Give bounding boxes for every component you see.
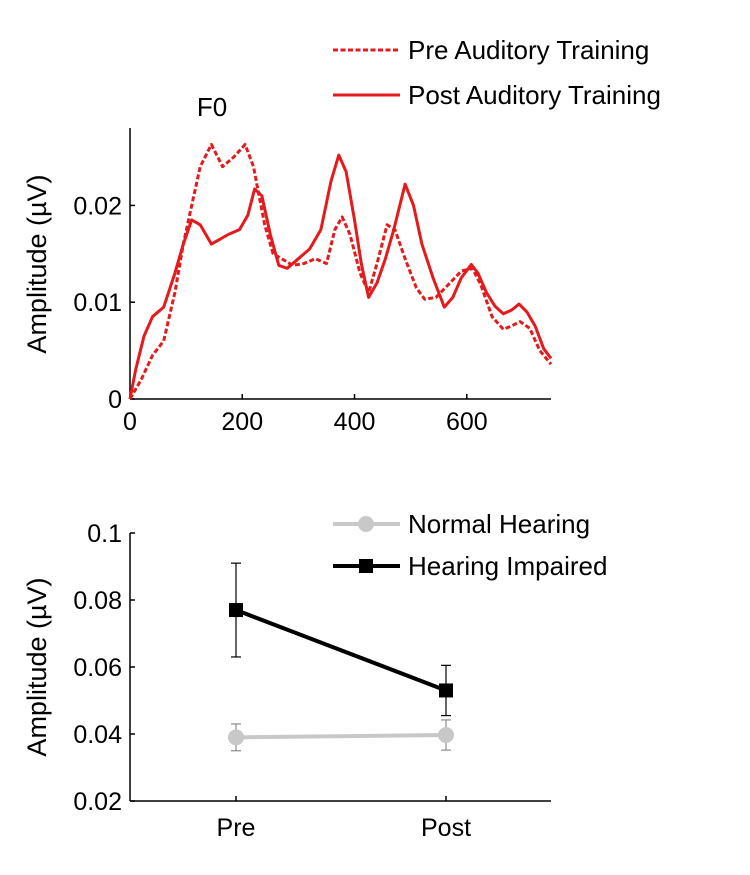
panel1-legend: Pre Auditory Training Post Auditory Trai… [333,35,661,110]
panel2-x-tick-label: Pre [217,814,256,842]
panel1-ticks: 0 200 400 600 0 0.01 0.02 [73,192,487,436]
legend-impaired-marker [359,559,373,573]
panel2-y-tick-label: 0.02 [73,788,122,816]
f0-amplitude-panel: F0 Amplitude (µV) 0 200 400 600 0 0.01 0.02 Pr… [22,35,661,436]
hearing-impaired-line [235,608,447,693]
panel2-series [228,562,454,752]
hearing-impaired-point [439,683,453,698]
panel2-legend: Normal Hearing Hearing Impaired [333,509,607,581]
panel2-ticks: Pre Post 0.02 0.04 0.06 0.08 0.1 [73,520,471,842]
panel1-x-tick-label: 0 [123,408,137,436]
panel2-y-tick-label: 0.04 [73,721,122,749]
panel1-series [128,143,553,400]
panel2-y-tick-label: 0.1 [87,520,122,548]
panel2-y-axis-label: Amplitude (µV) [22,577,52,756]
normal-hearing-line [235,733,447,740]
legend-post-label: Post Auditory Training [408,80,661,110]
panel1-title: F0 [197,92,227,122]
panel1-y-tick-label: 0 [108,386,122,414]
legend-normal-label: Normal Hearing [408,509,590,539]
panel1-x-tick-label: 600 [446,408,488,436]
panel1-x-tick-label: 200 [221,408,263,436]
pre-training-line [128,143,553,400]
legend-impaired-label: Hearing Impaired [408,551,607,581]
normal-hearing-point [438,727,454,744]
normal-hearing-point [228,729,244,746]
panel1-y-tick-label: 0.02 [73,192,122,220]
post-training-line [128,153,553,400]
hearing-impaired-point [229,603,243,618]
panel1-axes [129,128,551,400]
panel2-x-tick-label: Post [421,814,471,842]
panel2-y-tick-label: 0.08 [73,587,122,615]
group-amplitude-panel: Amplitude (µV) Pre Post 0.02 0.04 0.06 0.08 0.… [22,509,607,842]
panel2-y-tick-label: 0.06 [73,654,122,682]
panel1-y-tick-label: 0.01 [73,289,122,317]
panel1-y-axis-label: Amplitude (µV) [22,174,52,353]
legend-normal-marker [358,516,374,532]
panel1-x-tick-label: 400 [334,408,376,436]
legend-pre-label: Pre Auditory Training [408,35,649,65]
